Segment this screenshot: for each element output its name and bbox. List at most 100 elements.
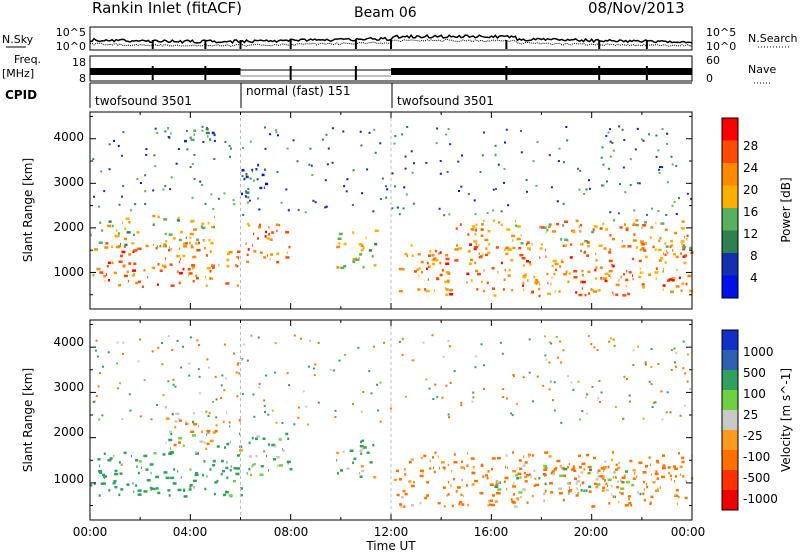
velocity-scatter-cell bbox=[236, 467, 241, 470]
power-scatter-cell bbox=[245, 242, 247, 245]
velocity-scatter-cell bbox=[505, 397, 508, 400]
power-scatter-cell bbox=[638, 275, 642, 279]
velocity-scatter-cell bbox=[652, 401, 655, 404]
velocity-scatter-cell bbox=[192, 434, 196, 437]
velocity-scatter-cell bbox=[436, 395, 439, 398]
velocity-scatter-cell bbox=[443, 505, 446, 508]
power-scatter-cell bbox=[194, 255, 196, 258]
velocity-scatter-cell bbox=[151, 350, 154, 353]
power-scatter-cell bbox=[550, 282, 552, 286]
velocity-scatter-cell bbox=[206, 429, 211, 433]
power-scatter-cell bbox=[475, 223, 478, 227]
power-scatter-cell bbox=[625, 284, 627, 288]
power-scatter-cell bbox=[133, 233, 135, 237]
velocity-scatter-cell bbox=[223, 389, 226, 392]
power-scatter-cell bbox=[207, 135, 209, 138]
power-scatter-cell bbox=[635, 219, 639, 222]
power-scatter-cell bbox=[193, 228, 198, 231]
velocity-scatter-cell bbox=[512, 485, 517, 488]
velocity-scatter-cell bbox=[449, 382, 452, 384]
power-scatter-cell bbox=[522, 281, 525, 285]
power-scatter-cell bbox=[670, 240, 673, 243]
velocity-scatter-cell bbox=[182, 444, 185, 447]
velocity-scatter-cell bbox=[212, 431, 216, 434]
velocity-scatter-cell bbox=[485, 474, 488, 477]
velocity-scatter-cell bbox=[491, 457, 496, 460]
power-scatter-cell bbox=[99, 271, 104, 274]
power-scatter-cell bbox=[406, 252, 408, 255]
velocity-scatter-cell bbox=[456, 486, 461, 489]
velocity-scatter-cell bbox=[568, 486, 570, 489]
velocity-scatter-cell bbox=[182, 345, 185, 348]
power-scatter-cell bbox=[609, 234, 612, 237]
velocity-scatter-cell bbox=[259, 473, 264, 476]
power-scatter-cell bbox=[664, 228, 668, 231]
velocity-scatter-cell bbox=[568, 463, 570, 466]
power-scatter-cell bbox=[607, 131, 610, 134]
velocity-scatter-cell bbox=[586, 453, 589, 457]
power-scatter-cell bbox=[144, 203, 147, 205]
power-scatter-cell bbox=[280, 201, 283, 204]
power-scatter-cell bbox=[529, 261, 531, 264]
velocity-scatter-cell bbox=[360, 465, 364, 468]
velocity-scatter-cell bbox=[445, 384, 448, 387]
power-scatter-cell bbox=[640, 243, 645, 246]
velocity-scatter-cell bbox=[626, 378, 628, 380]
velocity-scatter-cell bbox=[442, 486, 446, 489]
velocity-scatter-cell bbox=[434, 383, 437, 386]
power-scatter-cell bbox=[170, 176, 173, 179]
velocity-scatter-cell bbox=[101, 414, 104, 417]
velocity-scatter-cell bbox=[404, 395, 407, 398]
velocity-scatter-cell bbox=[679, 414, 682, 417]
power-scatter-cell bbox=[447, 272, 451, 275]
velocity-scatter-cell bbox=[425, 378, 428, 381]
velocity-scatter-cell bbox=[143, 490, 148, 493]
power-scatter-cell bbox=[615, 283, 620, 287]
velocity-scatter-cell bbox=[483, 364, 485, 367]
velocity-scatter-cell bbox=[620, 492, 624, 495]
power-scatter-cell bbox=[466, 281, 468, 284]
power-scatter-cell bbox=[486, 281, 489, 285]
power-scatter-cell bbox=[410, 244, 413, 247]
velocity-scatter-cell bbox=[366, 451, 370, 454]
power-scatter-cell bbox=[640, 138, 643, 141]
velocity-scatter-cell bbox=[194, 451, 197, 454]
power-scatter-cell bbox=[107, 224, 112, 228]
power-scatter-cell bbox=[398, 213, 401, 216]
power-scatter-cell bbox=[566, 139, 569, 142]
velocity-scatter-cell bbox=[460, 401, 463, 404]
velocity-scatter-cell bbox=[513, 493, 515, 496]
velocity-scatter-cell bbox=[621, 476, 626, 479]
velocity-scatter-cell bbox=[655, 470, 658, 473]
velocity-scatter-cell bbox=[433, 470, 436, 474]
power-scatter-cell bbox=[266, 254, 268, 257]
velocity-scatter-cell bbox=[288, 384, 291, 387]
velocity-scatter-cell bbox=[466, 484, 468, 487]
xtick-0: 00:00 bbox=[73, 525, 108, 539]
power-scatter-cell bbox=[127, 279, 129, 283]
velocity-scatter-cell bbox=[239, 493, 243, 497]
power-scatter-cell bbox=[128, 262, 132, 265]
velocity-scatter-cell bbox=[133, 490, 135, 493]
velocity-scatter-cell bbox=[480, 343, 483, 346]
power-scatter-cell bbox=[226, 258, 230, 262]
power-scatter-cell bbox=[520, 242, 524, 245]
velocity-scatter-cell bbox=[674, 493, 676, 497]
power-scatter-cell bbox=[275, 131, 278, 134]
power-scatter-cell bbox=[545, 231, 547, 234]
power-scatter-cell bbox=[595, 252, 597, 255]
velocity-scatter-cell bbox=[666, 391, 669, 394]
velocity-scatter-cell bbox=[192, 412, 195, 415]
power-scatter-cell bbox=[411, 254, 414, 257]
velocity-scatter-cell bbox=[262, 437, 266, 440]
power-scatter-cell bbox=[253, 179, 256, 182]
power-scatter-cell bbox=[473, 240, 478, 243]
power-scatter-cell bbox=[157, 245, 158, 248]
power-scatter-cell bbox=[201, 129, 204, 132]
velocity-scatter-cell bbox=[404, 473, 407, 476]
power-scatter-cell bbox=[445, 271, 450, 274]
velocity-scatter-cell bbox=[627, 495, 631, 498]
power-scatter-cell bbox=[257, 237, 259, 240]
power-scatter-cell bbox=[532, 160, 535, 163]
velocity-scatter-cell bbox=[167, 489, 171, 492]
